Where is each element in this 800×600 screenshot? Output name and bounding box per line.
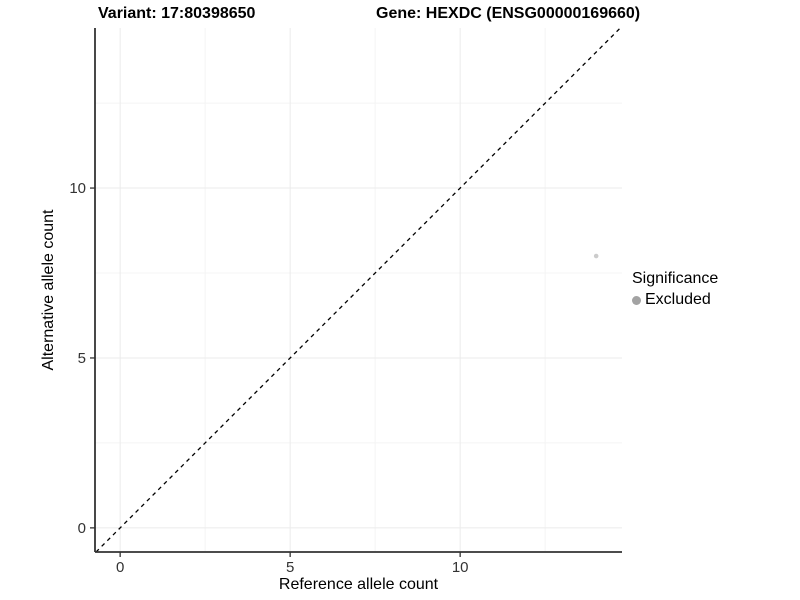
legend-item-label: Excluded	[645, 291, 711, 308]
data-point	[593, 253, 599, 259]
x-axis-title: Reference allele count	[278, 576, 439, 593]
y-tick-label: 5	[78, 350, 86, 367]
plot-title-gene: Gene: HEXDC (ENSG00000169660)	[376, 5, 641, 22]
legend: Significance Excluded	[632, 270, 718, 309]
plot-title-variant: Variant: 17:80398650	[98, 5, 256, 22]
x-tick-label: 5	[286, 559, 294, 576]
legend-point-icon	[632, 295, 641, 305]
y-tick-label: 10	[69, 180, 86, 197]
x-tick-label: 0	[116, 559, 124, 576]
x-tick-label: 10	[452, 559, 469, 576]
legend-title: Significance	[632, 270, 719, 287]
legend-item-excluded: Excluded	[632, 291, 718, 309]
y-tick-label: 0	[78, 520, 86, 537]
y-axis-title: Alternative allele count	[40, 209, 57, 371]
identity-line	[95, 27, 621, 553]
